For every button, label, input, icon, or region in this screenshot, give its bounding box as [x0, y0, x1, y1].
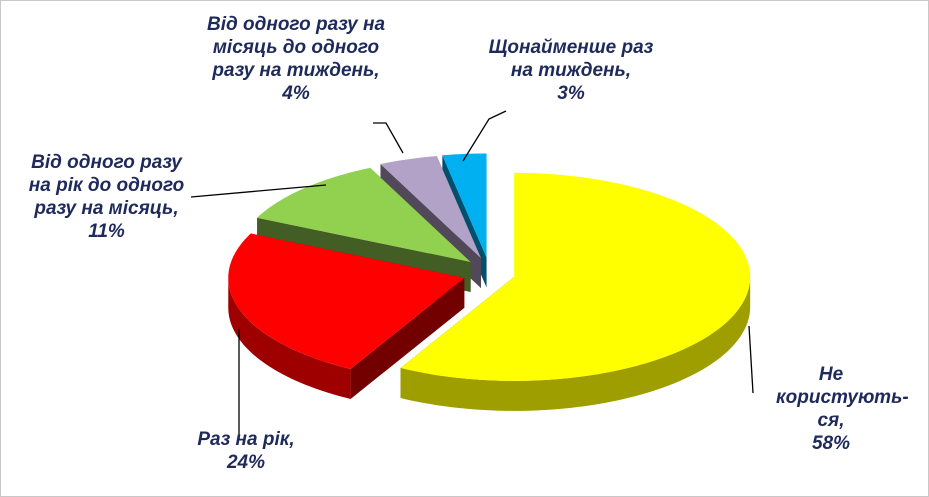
data-label: Від одного разу на рік до одного разу на…	[19, 151, 194, 243]
category-label: Від одного разу на місяць до одного разу…	[206, 14, 386, 81]
value-label: 4%	[282, 83, 310, 104]
value-label: 11%	[88, 221, 125, 242]
pie-slice	[257, 167, 471, 262]
data-label: Не користують-ся, 58%	[746, 363, 916, 455]
category-label: Не користують-ся,	[776, 364, 909, 431]
data-label: Від одного разу на місяць до одного разу…	[206, 13, 386, 105]
leader-line	[748, 325, 754, 394]
slices	[228, 153, 751, 411]
data-label: Раз на рік, 24%	[171, 428, 321, 474]
category-label: Від одного разу на рік до одного разу на…	[28, 152, 185, 219]
slice-wall	[350, 277, 465, 399]
category-label: Раз на рік,	[197, 429, 295, 450]
leader-line	[462, 110, 507, 162]
category-label: Щонайменше раз на тиждень,	[488, 37, 654, 81]
value-label: 58%	[811, 433, 851, 454]
slice-side	[228, 277, 351, 399]
value-label: 3%	[557, 83, 585, 104]
pie-slice	[442, 153, 487, 258]
slice-side	[400, 276, 751, 411]
pie-slice	[380, 156, 481, 259]
data-label: Щонайменше раз на тиждень, 3%	[486, 36, 656, 105]
pie-slice	[400, 172, 751, 381]
leader-line	[190, 184, 327, 198]
value-label: 24%	[226, 452, 266, 473]
leader-line	[373, 122, 404, 154]
pie-slice	[228, 233, 465, 369]
